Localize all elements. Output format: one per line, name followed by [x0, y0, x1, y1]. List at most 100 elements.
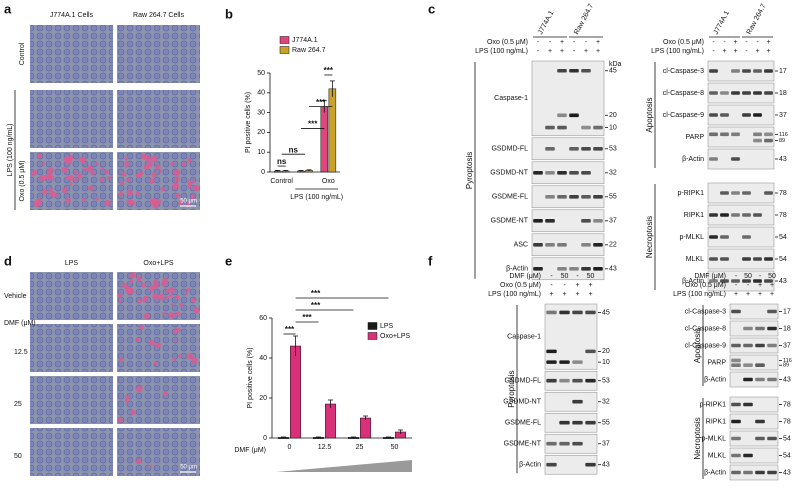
- stained-cell: [143, 312, 150, 320]
- stained-cell: [129, 200, 136, 206]
- blot-strip: [707, 182, 775, 204]
- treatment-sign: +: [588, 282, 592, 289]
- stained-cell: [95, 162, 99, 166]
- treatment-sign: -: [759, 273, 762, 280]
- band: [557, 125, 567, 130]
- band: [533, 171, 543, 175]
- section-label: Pyroptosis: [465, 152, 474, 189]
- stained-cell: [172, 357, 176, 361]
- stained-cell: [128, 279, 134, 284]
- bar: [325, 403, 337, 439]
- micrograph: [30, 376, 113, 424]
- band: [743, 377, 753, 382]
- kda-label: 43: [783, 469, 791, 476]
- stained-cell: [139, 324, 145, 330]
- blot-strip: [729, 413, 779, 430]
- kda-label: 43: [779, 278, 787, 285]
- y-tick-label: 40: [259, 355, 267, 362]
- band: [545, 171, 555, 175]
- band: [569, 147, 579, 151]
- band: [709, 157, 718, 161]
- stained-cell: [193, 307, 200, 314]
- treatment-sign: -: [735, 273, 738, 280]
- band: [743, 343, 753, 348]
- stained-cell: [124, 164, 129, 168]
- treatment-sign: -: [747, 282, 750, 289]
- kda-label: 45: [602, 309, 610, 316]
- stained-cell: [142, 299, 146, 303]
- blot-strip: [729, 464, 779, 481]
- treatment-sign: +: [596, 48, 600, 55]
- stained-cell: [65, 175, 70, 180]
- band: [767, 343, 777, 348]
- band: [557, 113, 567, 118]
- kda-label: 37: [609, 218, 617, 225]
- treatment-sign: -: [537, 39, 540, 46]
- panel-label: f: [428, 253, 433, 268]
- micrograph: [30, 428, 113, 476]
- band: [569, 267, 579, 271]
- stained-cell: [118, 299, 122, 303]
- blot-strip: [729, 303, 779, 320]
- band: [569, 68, 579, 73]
- band: [559, 441, 570, 446]
- stained-cell: [159, 169, 163, 173]
- band: [742, 113, 751, 117]
- stained-cell: [190, 194, 196, 200]
- column-header: Oxo+LPS: [143, 260, 173, 267]
- band: [743, 470, 753, 475]
- stained-cell: [82, 167, 87, 172]
- stained-cell: [73, 170, 77, 174]
- band: [731, 470, 741, 475]
- stained-cell: [118, 357, 124, 363]
- band: [731, 213, 740, 217]
- band: [546, 310, 557, 315]
- protein-label: β-Actin: [704, 376, 726, 383]
- protein-label: β-Actin: [704, 469, 726, 476]
- band: [546, 349, 557, 354]
- stained-cell: [124, 156, 129, 161]
- treatment-sign: -: [573, 48, 576, 55]
- stained-cell: [178, 199, 184, 206]
- stained-cell: [90, 171, 95, 176]
- legend-swatch: [367, 322, 378, 330]
- protein-label: p-RIPK1: [678, 190, 705, 197]
- band: [581, 125, 591, 130]
- blot-strip: [707, 226, 775, 248]
- stained-cell: [178, 302, 183, 307]
- kda-label: 17: [779, 68, 787, 75]
- kda-label: 18: [779, 90, 787, 97]
- stained-cell: [178, 354, 182, 359]
- x-tick-label: Oxo: [322, 178, 335, 185]
- treatment-label: DMF (μM): [509, 273, 541, 280]
- band: [557, 243, 567, 247]
- band: [720, 213, 729, 217]
- stained-cell: [143, 164, 150, 171]
- protein-label: cl-Caspase-9: [685, 342, 726, 349]
- kda-label: 37: [779, 112, 787, 119]
- band: [742, 91, 751, 95]
- protein-label: GSDMD-FL: [491, 146, 528, 153]
- treatment-sign: 50: [561, 273, 569, 280]
- band: [569, 171, 579, 175]
- kda-label: 78: [779, 212, 787, 219]
- protein-label: PARP: [707, 359, 726, 366]
- protein-label: ASC: [514, 242, 528, 249]
- section-label: Apoptosis: [645, 97, 654, 132]
- kda-label: 89: [783, 363, 789, 369]
- protein-label: Caspase-1: [494, 95, 528, 102]
- stained-cell: [174, 294, 180, 300]
- band: [731, 132, 740, 137]
- band: [572, 399, 583, 404]
- kda-label: 32: [602, 399, 610, 406]
- band: [764, 91, 773, 95]
- stained-cell: [192, 180, 196, 184]
- stained-cell: [87, 185, 94, 191]
- kda-label: 55: [609, 194, 617, 201]
- band: [755, 470, 765, 475]
- stained-cell: [170, 303, 175, 307]
- band: [731, 157, 740, 161]
- stained-cell: [173, 169, 181, 176]
- band: [572, 420, 583, 425]
